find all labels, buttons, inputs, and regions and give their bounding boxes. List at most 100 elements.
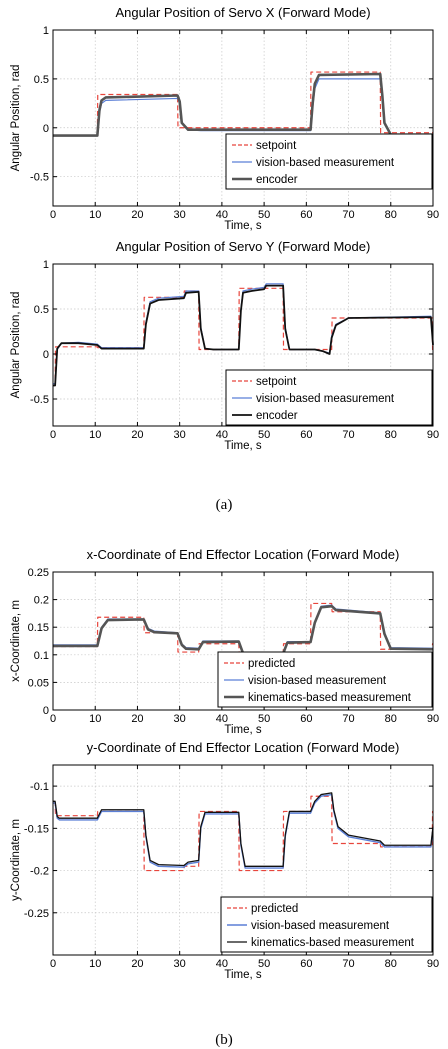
x-tick-label: 90 [427, 209, 439, 221]
series-line-encoder [53, 72, 433, 137]
chart-title: y-Coordinate of End Effector Location (F… [87, 740, 400, 755]
y-tick-label: 0 [43, 123, 49, 135]
y-axis-label: y-Coordinate, m [10, 819, 22, 901]
legend: setpoint vision-based measurement encoder [225, 133, 433, 190]
y-tick-label: 0 [43, 349, 49, 361]
legend-box [220, 896, 433, 953]
x-axis-label: Time, s [224, 440, 262, 452]
x-tick-label: 60 [300, 429, 312, 441]
x-tick-label: 20 [131, 958, 143, 970]
chart-panel-4: y-Coordinate of End Effector Location (F… [10, 740, 439, 981]
x-tick-label: 70 [342, 429, 354, 441]
x-tick-label: 40 [216, 713, 228, 725]
x-tick-label: 70 [342, 209, 354, 221]
legend-label: vision-based measurement [256, 393, 395, 405]
chart-panel-3: x-Coordinate of End Effector Location (F… [10, 547, 439, 736]
y-tick-label: -0.1 [30, 781, 49, 793]
caption-a: (a) [215, 497, 233, 513]
chart-panel-2: Angular Position of Servo Y (Forward Mod… [10, 239, 439, 452]
y-tick-label: 0.15 [28, 622, 49, 634]
series-line-predicted [53, 795, 434, 872]
series-line-setpoint [53, 287, 434, 387]
y-tick-label: -0.5 [30, 172, 49, 184]
x-tick-label: 70 [342, 713, 354, 725]
x-tick-label: 80 [385, 429, 397, 441]
legend-label: setpoint [256, 140, 297, 152]
y-tick-label: -0.25 [24, 908, 49, 920]
x-tick-label: 0 [50, 713, 56, 725]
series-line-setpoint [53, 71, 433, 137]
y-axis-label: Angular Position, rad [10, 65, 22, 172]
x-axis-label: Time, s [224, 220, 262, 232]
axes-box [52, 571, 434, 711]
x-tick-label: 50 [258, 429, 270, 441]
axes-box [52, 764, 434, 956]
y-tick-label: 0.25 [28, 567, 49, 579]
y-tick-label: 0.1 [34, 650, 49, 662]
x-tick-label: 80 [385, 713, 397, 725]
x-tick-label: 20 [131, 209, 143, 221]
x-tick-label: 10 [89, 209, 101, 221]
x-tick-label: 10 [89, 713, 101, 725]
y-tick-label: 0.05 [28, 677, 49, 689]
y-tick-label: 0.5 [34, 74, 49, 86]
x-tick-label: 0 [50, 429, 56, 441]
y-tick-label: 1 [43, 259, 49, 271]
y-axis-label: Angular Position, rad [10, 292, 22, 399]
x-tick-label: 60 [300, 713, 312, 725]
y-tick-label: 1 [43, 25, 49, 37]
x-tick-label: 30 [174, 713, 186, 725]
legend-label: predicted [248, 658, 295, 670]
x-tick-label: 50 [258, 713, 270, 725]
x-tick-label: 70 [342, 958, 354, 970]
y-tick-label: -0.2 [30, 866, 49, 878]
chart-title: Angular Position of Servo X (Forward Mod… [115, 5, 370, 20]
x-tick-label: 80 [385, 209, 397, 221]
x-axis-label: Time, s [224, 724, 262, 736]
legend-box [225, 369, 433, 426]
chart-title: x-Coordinate of End Effector Location (F… [87, 547, 400, 562]
x-tick-label: 80 [385, 958, 397, 970]
y-tick-label: -0.5 [30, 394, 49, 406]
legend-label: predicted [251, 903, 298, 915]
x-tick-label: 40 [216, 958, 228, 970]
x-tick-label: 60 [300, 209, 312, 221]
x-tick-label: 30 [174, 209, 186, 221]
x-axis-label: Time, s [224, 969, 262, 981]
legend-label: kinematics-based measurement [248, 692, 412, 704]
x-tick-label: 10 [89, 958, 101, 970]
legend-label: setpoint [256, 376, 297, 388]
caption-b: (b) [215, 1032, 233, 1048]
legend-box [217, 651, 433, 708]
x-tick-label: 90 [427, 429, 439, 441]
x-tick-label: 30 [174, 429, 186, 441]
x-tick-label: 60 [300, 958, 312, 970]
y-axis-label: x-Coordinate, m [10, 600, 22, 682]
axes-box [52, 29, 434, 207]
legend: setpoint vision-based measurement encoder [225, 369, 433, 426]
x-tick-label: 30 [174, 958, 186, 970]
legend: predicted vision-based measurement kinemat… [217, 651, 433, 708]
x-tick-label: 0 [50, 209, 56, 221]
x-tick-label: 50 [258, 958, 270, 970]
y-tick-label: 0 [43, 705, 49, 717]
legend-label: vision-based measurement [256, 157, 395, 169]
x-tick-label: 40 [216, 209, 228, 221]
chart-title: Angular Position of Servo Y (Forward Mod… [116, 239, 371, 254]
x-tick-label: 20 [131, 429, 143, 441]
series-line-kinematics-based-measurement [53, 792, 434, 867]
x-tick-label: 90 [427, 958, 439, 970]
series-line-kinematics-based-measurement [53, 604, 434, 656]
legend-label: encoder [256, 174, 298, 186]
y-tick-label: 0.2 [34, 595, 49, 607]
x-tick-label: 0 [50, 958, 56, 970]
legend-box [225, 133, 433, 190]
legend-label: encoder [256, 410, 298, 422]
legend: predicted vision-based measurement kinemat… [220, 896, 433, 953]
x-tick-label: 10 [89, 429, 101, 441]
y-tick-label: 0.5 [34, 304, 49, 316]
x-tick-label: 40 [216, 429, 228, 441]
axes-box [52, 263, 434, 427]
legend-label: vision-based measurement [251, 920, 390, 932]
x-tick-label: 50 [258, 209, 270, 221]
